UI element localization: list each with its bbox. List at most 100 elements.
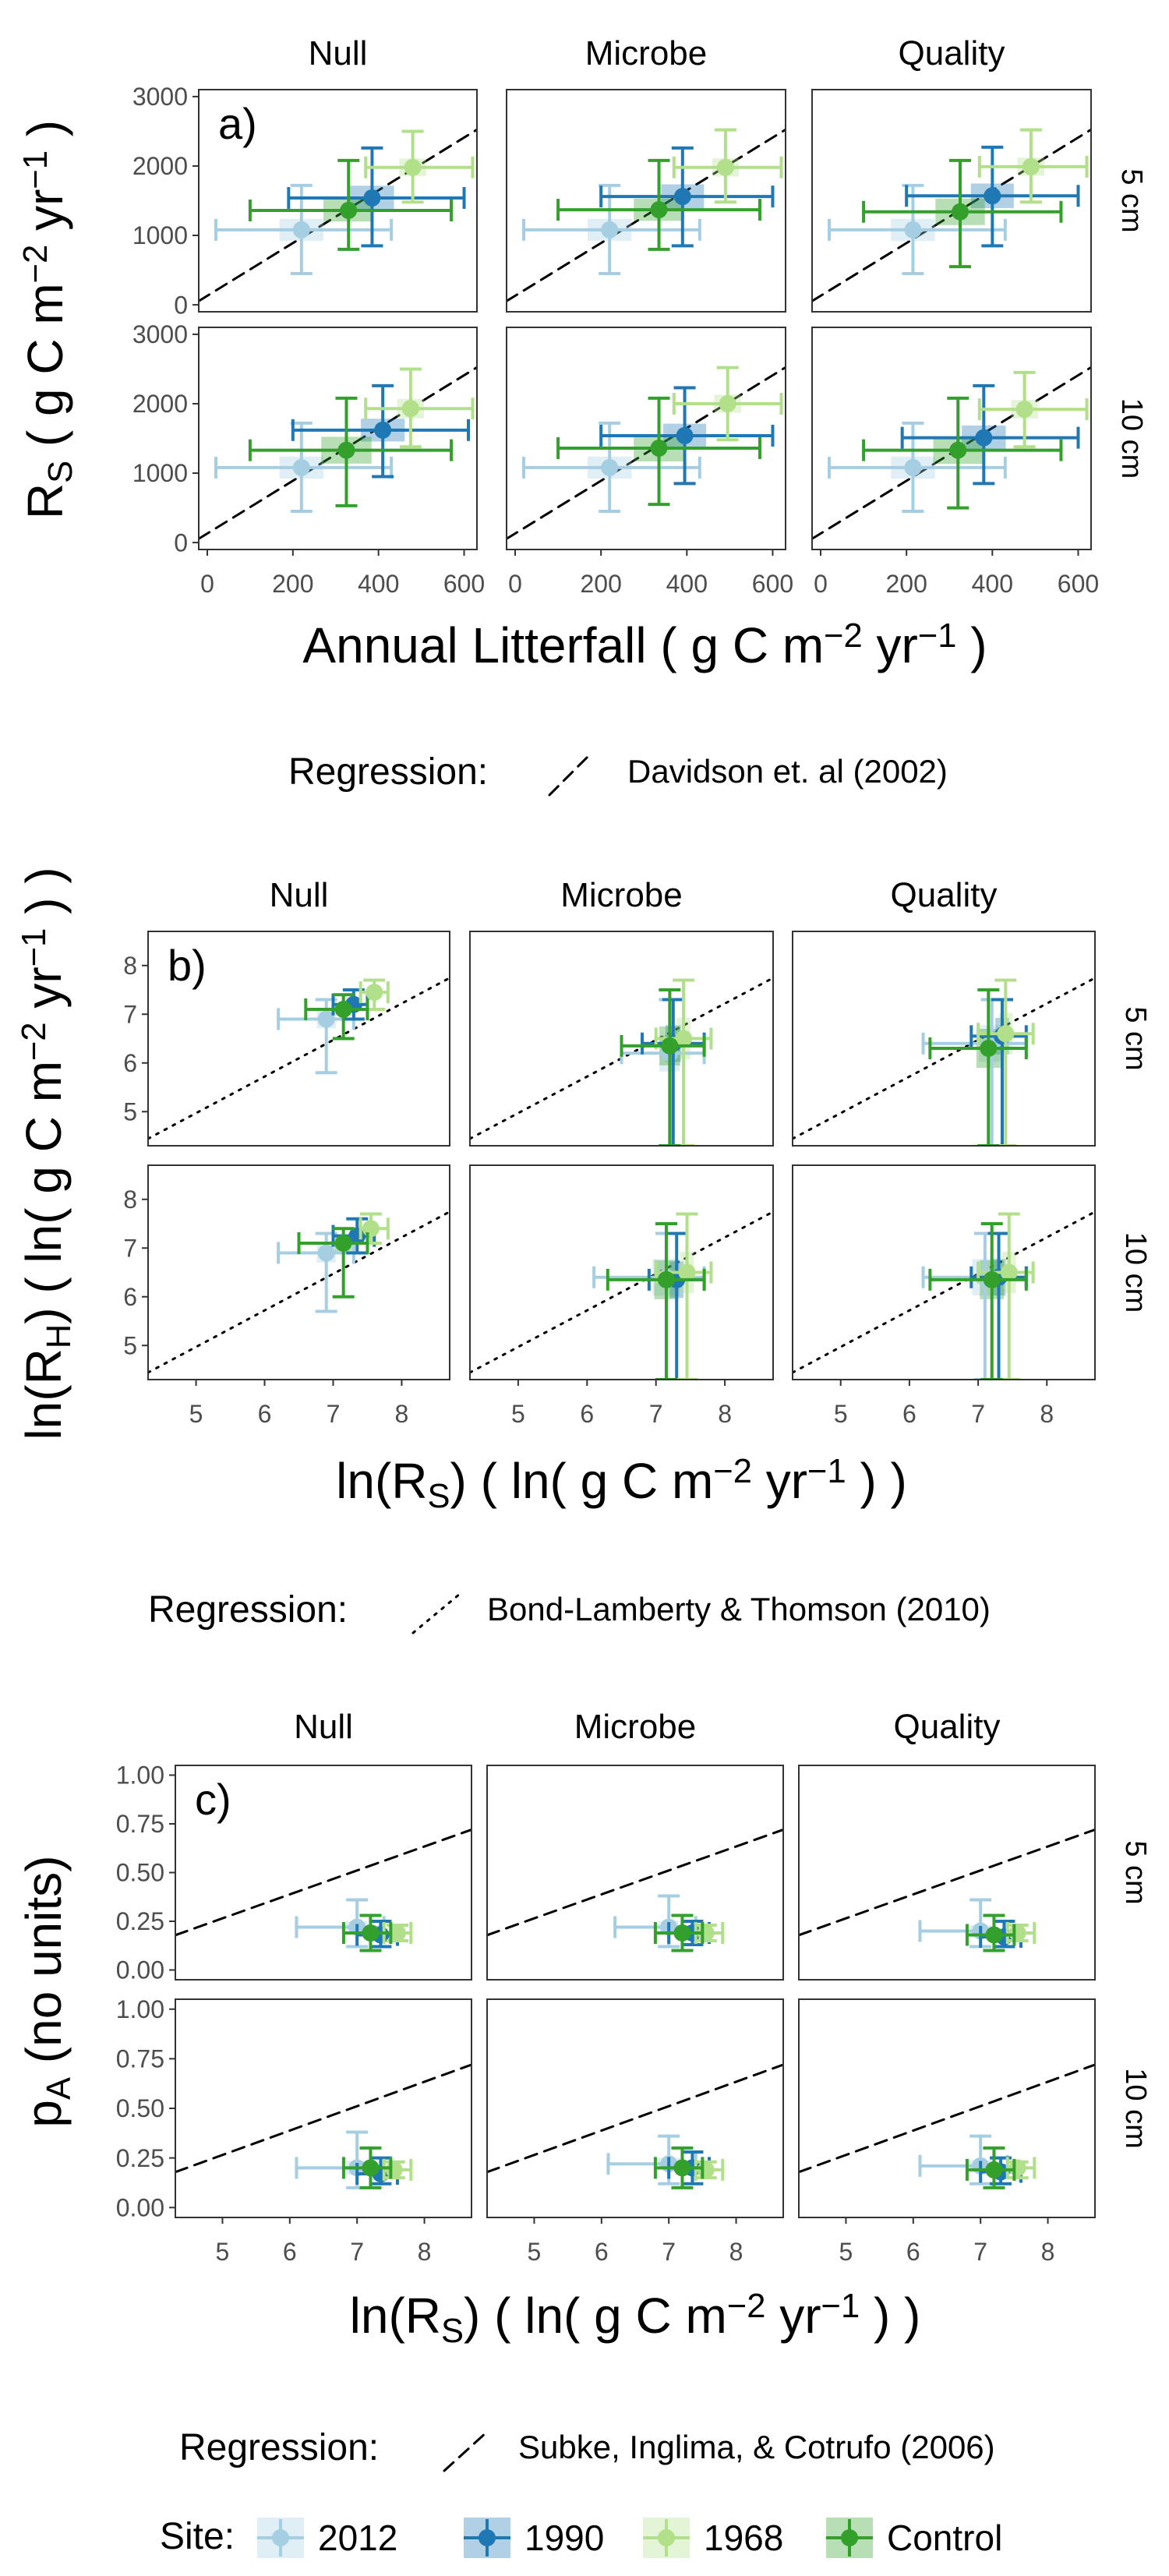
panel-tag: c)	[195, 1775, 231, 1824]
data-point-1968	[1008, 2159, 1026, 2177]
x-tick-label: 6	[258, 1400, 272, 1428]
facet-col-title: Quality	[891, 876, 998, 914]
facet-panel: 5 6 7 8 5 6 7 8	[123, 1164, 450, 1428]
series-1968	[364, 367, 475, 449]
site-legend: Site: 2012 1990 1968 Control	[160, 2516, 1002, 2558]
regression-line	[487, 2063, 783, 2174]
y-tick-label: 0.75	[116, 1810, 164, 1838]
facet-row-title: 10 cm	[1119, 1232, 1152, 1313]
data-point-control	[952, 203, 969, 221]
y-tick-label: 0.00	[116, 2193, 164, 2221]
panel-border	[469, 1164, 774, 1380]
data-point-control	[337, 441, 355, 459]
panel-contents	[799, 1828, 1095, 1952]
data-point-2012	[904, 458, 922, 476]
facet-panel	[811, 89, 1092, 313]
data-point-1990	[673, 188, 691, 206]
panel-border	[798, 1765, 1096, 1981]
x-tick-label: 7	[971, 1400, 985, 1428]
panel-border	[506, 89, 786, 313]
data-point-1968	[401, 400, 419, 418]
panel-contents	[812, 128, 1091, 302]
y-tick-label: 6	[123, 1283, 137, 1311]
facet-panel: 5 6 7 8	[469, 1164, 774, 1428]
regression-line	[812, 128, 1091, 302]
facet-panel: 0.00 0.25 0.50 0.75 1.00	[116, 1762, 472, 1984]
panel-tag: b)	[168, 941, 207, 990]
y-tick-label: 8	[123, 1186, 137, 1214]
data-point-control	[334, 1001, 352, 1018]
data-point-2012	[317, 1010, 335, 1028]
facet-col-title: Null	[309, 34, 368, 72]
panel-background	[487, 1999, 783, 2217]
x-tick-label: 5	[216, 2238, 230, 2266]
data-point-1968	[697, 2161, 715, 2178]
facet-col-title: Microbe	[585, 34, 708, 72]
series-1990	[599, 146, 775, 248]
site-legend-title: Site:	[160, 2516, 235, 2557]
panel-border	[792, 1164, 1096, 1380]
panel-background	[470, 1165, 773, 1380]
site-legend-label: 1968	[704, 2518, 783, 2558]
data-point-2012	[292, 458, 310, 476]
y-tick-label: 5	[123, 1097, 137, 1125]
data-point-1990	[676, 426, 694, 444]
y-tick-label: 1.00	[116, 1995, 164, 2023]
panel-border	[486, 1998, 784, 2218]
series-1968	[672, 128, 783, 204]
x-tick-label: 5	[834, 1400, 848, 1428]
data-point-control	[985, 1926, 1003, 1944]
panel-contents	[793, 977, 1095, 1146]
series-1968	[358, 978, 390, 1011]
facet-col-title: Null	[294, 1708, 353, 1746]
data-point-1990	[374, 421, 392, 439]
x-axis-label: ln(RS) ( ln( g C m−2 yr−1 ) )	[350, 2288, 921, 2350]
panel-border	[486, 1765, 784, 1981]
series-control	[556, 396, 761, 507]
series-2012	[214, 183, 394, 276]
x-tick-label: 5	[528, 2238, 542, 2266]
x-tick-label: 6	[906, 2238, 920, 2266]
regression-legend-key	[443, 2430, 489, 2472]
regression-legend-label: Bond-Lamberty & Thomson (2010)	[487, 1591, 991, 1627]
regression-line	[199, 366, 477, 540]
y-tick-label: 6	[123, 1049, 137, 1077]
series-control	[928, 1222, 1028, 1380]
site-legend-key-point	[658, 2529, 675, 2546]
y-tick-label: 0	[174, 291, 188, 319]
panel-background	[175, 1999, 471, 2217]
y-tick-label: 2000	[132, 390, 188, 418]
panel-tag: a)	[218, 99, 257, 148]
facet-panel: 0.00 0.25 0.50 0.75 1.00 5 6 7 8	[116, 1995, 472, 2266]
x-tick-label: 7	[973, 2238, 987, 2266]
data-point-1968	[997, 1025, 1015, 1043]
panel-contents	[487, 1828, 783, 1952]
regression-legend-label: Subke, Inglima, & Cotrufo (2006)	[518, 2429, 995, 2465]
panel-background	[793, 1165, 1095, 1380]
panel-background	[148, 931, 450, 1146]
series-control	[653, 2146, 705, 2189]
x-tick-label: 7	[350, 2238, 364, 2266]
series-control	[965, 1913, 1016, 1952]
series-control	[965, 2146, 1016, 2189]
series-1968	[672, 366, 783, 442]
regression-line	[507, 366, 786, 540]
series-1990	[291, 383, 471, 479]
facet-row-title: 10 cm	[1119, 2068, 1152, 2148]
y-tick-label: 7	[123, 1234, 137, 1262]
data-point-1968	[716, 158, 734, 176]
data-point-1968	[366, 984, 383, 1002]
data-point-control	[983, 1270, 1001, 1288]
x-tick-label: 200	[272, 570, 313, 598]
data-point-1968	[1000, 1263, 1018, 1281]
panel-contents	[812, 366, 1091, 540]
facet-panel	[506, 89, 786, 313]
panel-contents	[199, 366, 477, 540]
x-tick-label: 8	[418, 2238, 432, 2266]
regression-legend: Regression: Bond-Lamberty & Thomson (2010…	[148, 1589, 991, 1634]
data-point-control	[650, 201, 668, 219]
